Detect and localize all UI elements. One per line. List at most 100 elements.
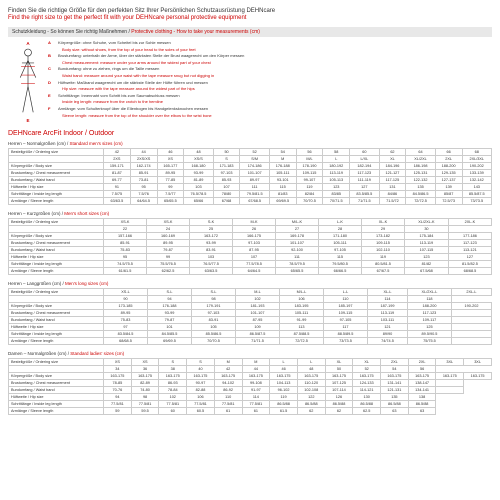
table-cell: 89/90 bbox=[368, 331, 408, 338]
table-cell: S bbox=[187, 359, 215, 366]
table-cell: 83/85 bbox=[323, 191, 350, 198]
table-cell: Armlänge / Sleeve length bbox=[9, 198, 104, 205]
table-cell: Hüftweite / Hip size bbox=[9, 394, 104, 401]
table-cell: 77.5/81 bbox=[104, 401, 132, 408]
table-cell: 28 bbox=[319, 226, 362, 233]
measure-de: Bundumfang: ohne zu ziehen, rings um die… bbox=[58, 66, 492, 72]
table-cell: 95 bbox=[130, 184, 157, 191]
table-cell: 87.5/88.5 bbox=[280, 331, 324, 338]
table-cell: 2XL-L bbox=[451, 289, 491, 296]
table-hdr-de: Damen – Normalgrößen (cm) bbox=[8, 351, 67, 356]
table-cell: 73/73.5 bbox=[324, 338, 368, 345]
table-cell: 109-115 bbox=[296, 170, 323, 177]
table-cell: 79.5/80.5 bbox=[319, 261, 362, 268]
table-cell: L bbox=[270, 359, 298, 366]
table-cell: 143 bbox=[462, 184, 492, 191]
table-cell: 188-200 bbox=[407, 303, 451, 310]
table-cell: M-L bbox=[236, 289, 280, 296]
table-cell: 86.5/87.5 bbox=[236, 331, 280, 338]
table-row: Bundumfang / Waist band75-8379-8783-9187… bbox=[9, 247, 492, 254]
table-row: Brustumfang / Chest measurement81-8785-9… bbox=[9, 170, 492, 177]
table-cell: 188-200 bbox=[435, 163, 462, 170]
table-cell: XL/2XL bbox=[406, 156, 435, 163]
table-row: Hüftweite / Hip size94981021061101141191… bbox=[9, 394, 492, 401]
table-cell: 99-108 bbox=[242, 380, 270, 387]
table-cell: 84.5/85.5 bbox=[148, 331, 192, 338]
table-cell: 62/62.5 bbox=[147, 268, 190, 275]
table-cell: 182-194 bbox=[350, 163, 379, 170]
table-cell: 163-175 bbox=[159, 373, 187, 380]
table-cell: 64 bbox=[406, 149, 435, 156]
measure-letter: B bbox=[48, 53, 58, 59]
table-cell bbox=[451, 317, 491, 324]
table-cell: 94 bbox=[104, 394, 132, 401]
table-cell: 177-186 bbox=[448, 233, 491, 240]
table-cell: 59.5 bbox=[131, 408, 159, 415]
table-cell: 173-182 bbox=[362, 233, 405, 240]
table-cell: 70-76 bbox=[104, 387, 132, 394]
table-cell: 103 bbox=[190, 254, 233, 261]
table-cell: Bundumfang / Waist band bbox=[9, 247, 104, 254]
table-cell: 163-175 bbox=[104, 373, 132, 380]
table-cell: XL-L bbox=[368, 289, 408, 296]
table-cell: 42 bbox=[214, 366, 242, 373]
measure-letter: A bbox=[48, 40, 58, 46]
table-cell: L-K bbox=[319, 219, 362, 226]
table-cell: 102-110 bbox=[362, 247, 405, 254]
table-cell: 77.5/81 bbox=[187, 401, 215, 408]
table-cell: 50 bbox=[213, 149, 240, 156]
measure-de: Brustumfang: unterhalb der Arme, über de… bbox=[58, 53, 492, 59]
table-cell: 56 bbox=[296, 149, 323, 156]
table-cell: 77-85 bbox=[157, 177, 184, 184]
table-cell: 190-202 bbox=[462, 163, 492, 170]
table-cell: 75.5/76.5 bbox=[147, 261, 190, 268]
table-cell: M bbox=[214, 359, 242, 366]
table-cell: 105-111 bbox=[269, 170, 296, 177]
table-cell: Bestellgröße / Ordering size bbox=[9, 219, 104, 226]
table-cell: 163-175 bbox=[297, 373, 325, 380]
table-cell: 69/69.5 bbox=[148, 338, 192, 345]
table-cell: 71/71.5 bbox=[236, 338, 280, 345]
measure-en: Sleeve length: measure from the top of t… bbox=[62, 113, 492, 119]
table-cell: 46 bbox=[157, 149, 184, 156]
table-cell: 117 bbox=[324, 324, 368, 331]
table-cell: 76.5/77.5 bbox=[190, 261, 233, 268]
table-cell: 63/63.5 bbox=[190, 268, 233, 275]
table-cell: 107 bbox=[213, 184, 240, 191]
table-cell: 61 bbox=[242, 408, 270, 415]
table-cell: 70/70.5 bbox=[192, 338, 236, 345]
table-cell: 163-175 bbox=[214, 373, 242, 380]
table-cell: 78.5/79.5 bbox=[276, 261, 319, 268]
table-cell: 97-105 bbox=[319, 247, 362, 254]
table-cell: S-L bbox=[192, 289, 236, 296]
table-cell: 97-105 bbox=[324, 317, 368, 324]
table-cell: S-L bbox=[148, 289, 192, 296]
table-row: Armlänge / Sleeve length61/61.562/62.563… bbox=[9, 268, 492, 275]
table-cell: 88.5/89.5 bbox=[324, 331, 368, 338]
table-cell: 75/75.5 bbox=[407, 338, 451, 345]
table-cell: 159-171 bbox=[104, 163, 131, 170]
table-cell: 183-195 bbox=[280, 303, 324, 310]
table-cell: 70/70.5 bbox=[296, 198, 323, 205]
table-cell: 29 bbox=[362, 226, 405, 233]
table-cell: 25 bbox=[190, 226, 233, 233]
table-cell: 85-91 bbox=[104, 240, 147, 247]
table-cell: XS bbox=[157, 156, 184, 163]
table-cell: 114-121 bbox=[353, 387, 381, 394]
table-cell: L bbox=[297, 359, 325, 366]
table-cell: 26 bbox=[233, 226, 276, 233]
table-row: Bestellgröße / Ordering size424446485052… bbox=[9, 149, 492, 156]
table-row: Körpergröße / Body size163-175163-175163… bbox=[9, 373, 492, 380]
table-cell: 78-84 bbox=[159, 387, 187, 394]
table-cell: 62 bbox=[297, 408, 325, 415]
table-cell: 91-97 bbox=[242, 387, 270, 394]
figure-icon bbox=[15, 47, 41, 117]
table-row: Hüftweite / Hip size91959910310711111511… bbox=[9, 184, 492, 191]
table-cell: 163-175 bbox=[270, 373, 298, 380]
table-cell: 65/66 bbox=[184, 198, 213, 205]
measure-en: Body size: without shoes, from the top o… bbox=[62, 47, 492, 53]
table-cell: 59 bbox=[104, 408, 132, 415]
table-cell: 139 bbox=[435, 184, 462, 191]
table-hdr-de: Herren – Kurzgrößen (cm) bbox=[8, 211, 61, 216]
table-row: Armlänge / Sleeve length5959.56060.56161… bbox=[9, 408, 492, 415]
